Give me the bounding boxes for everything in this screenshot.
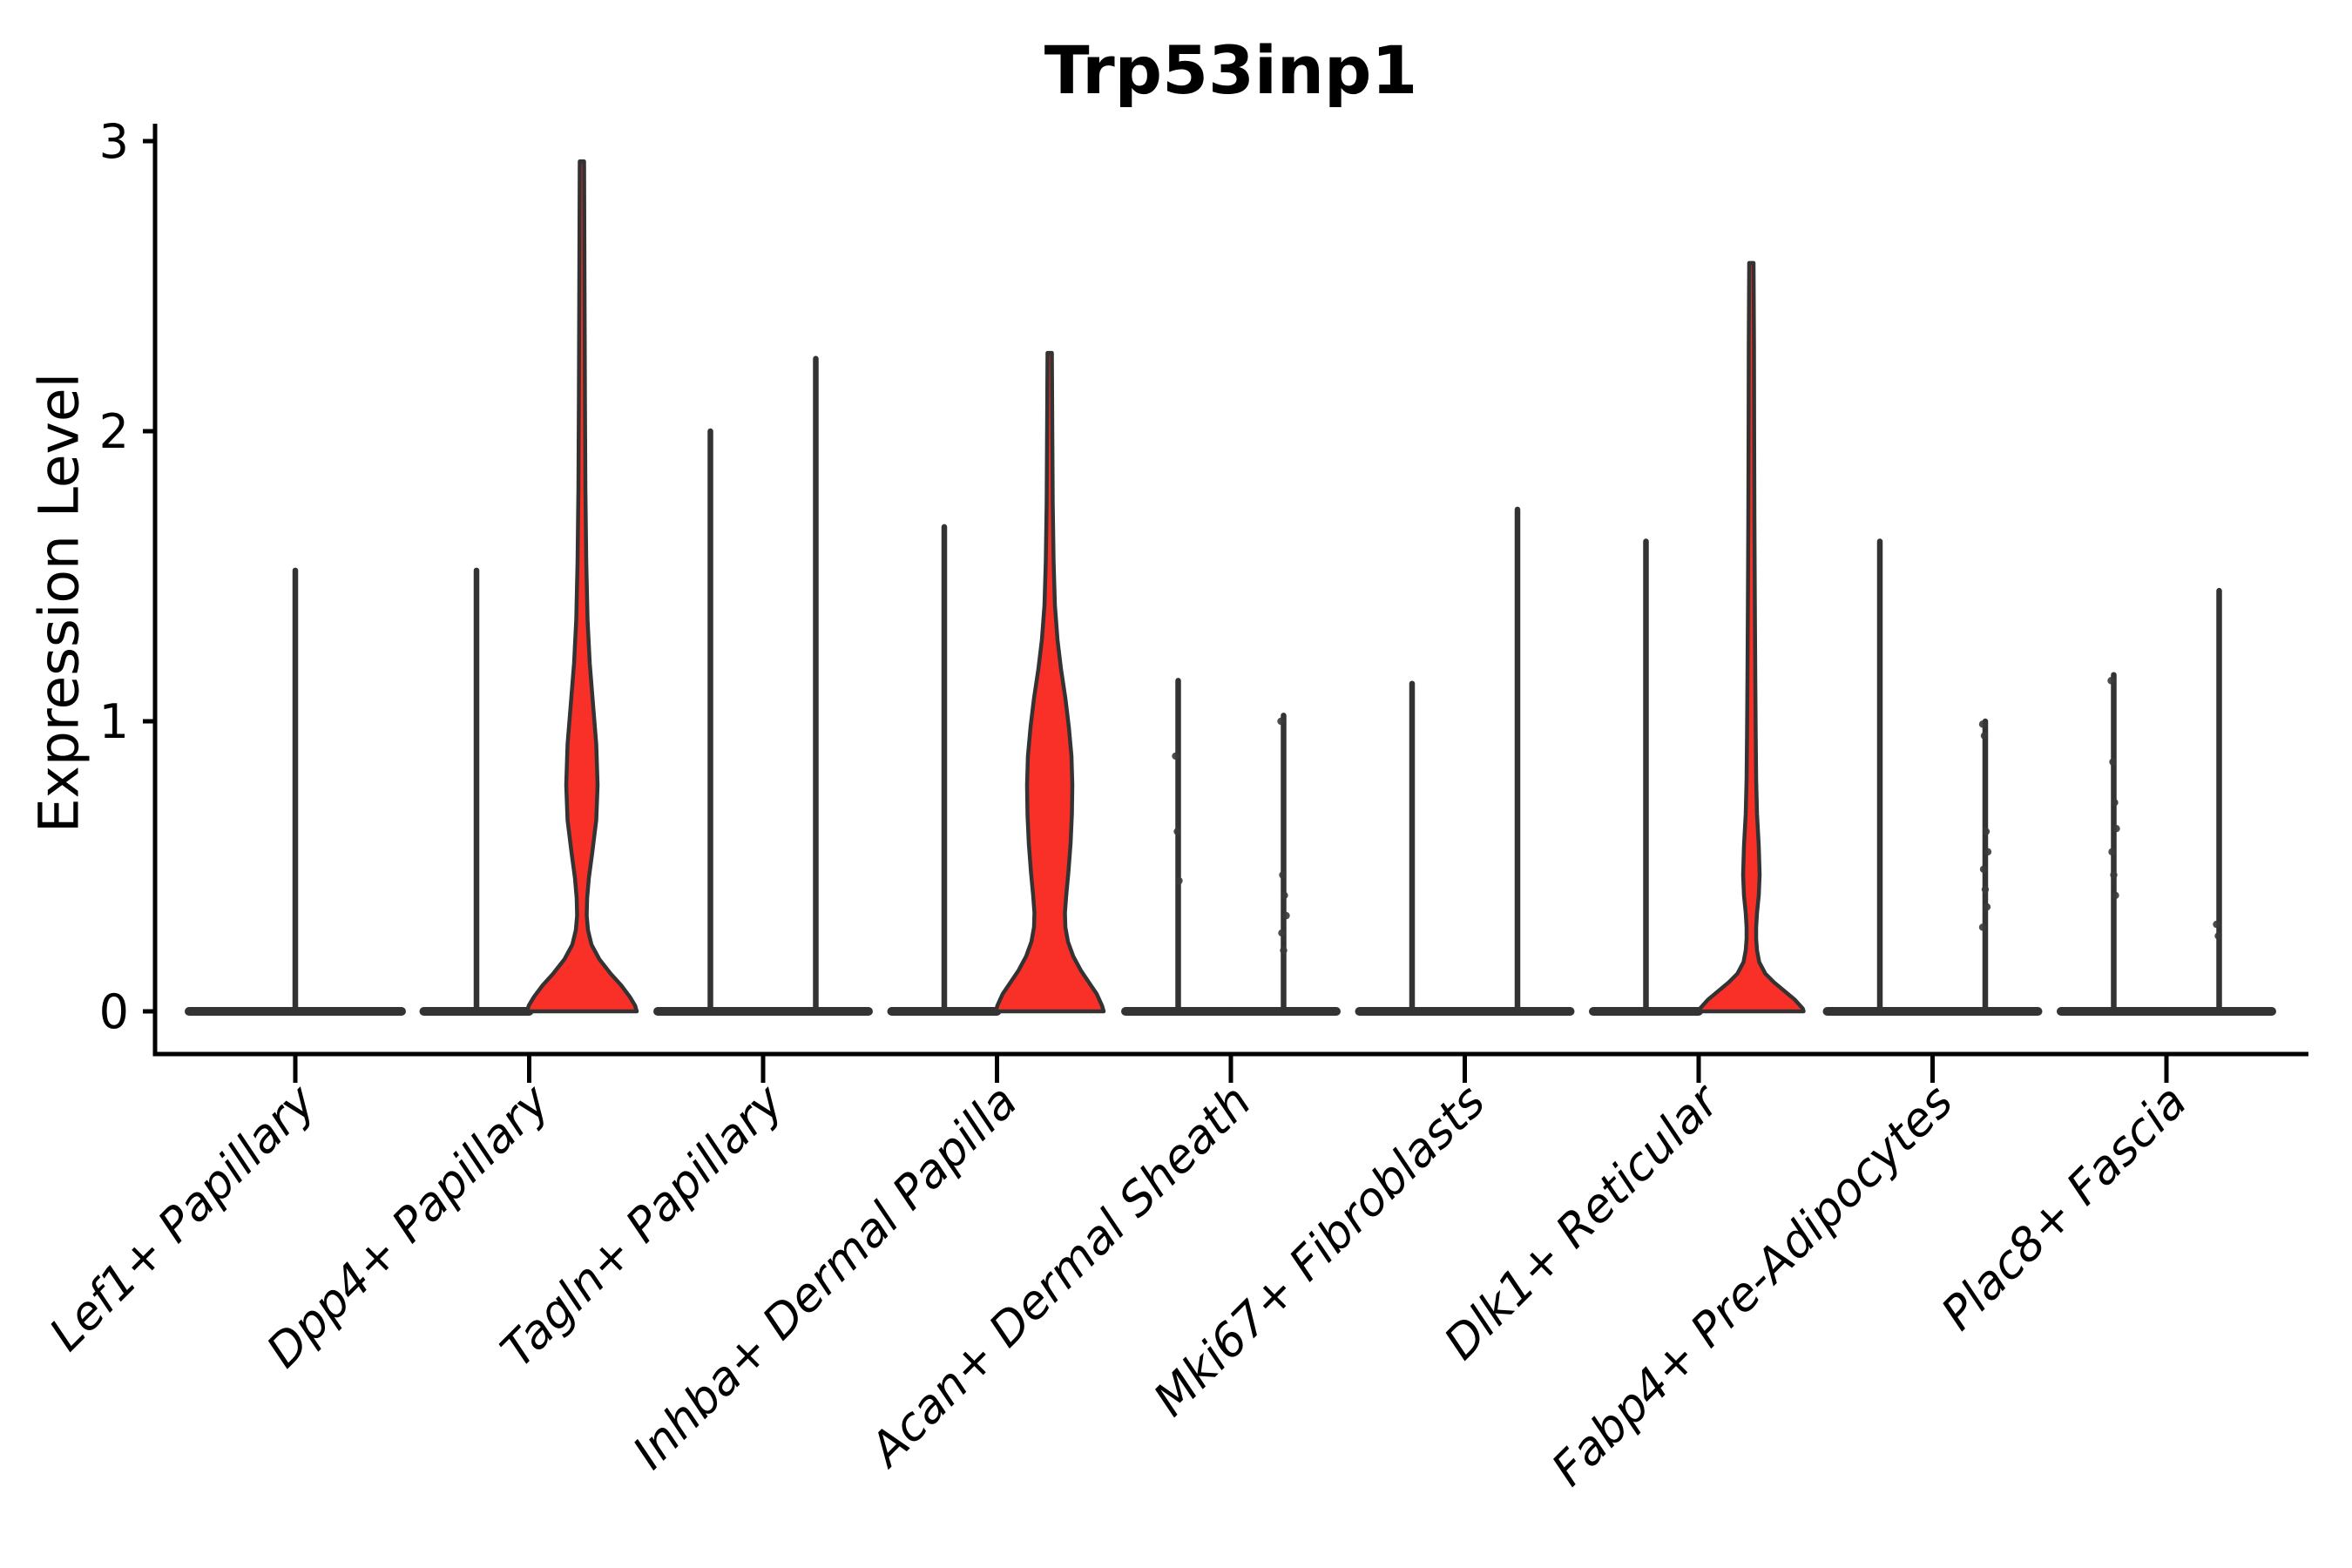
y-tick-label: 0 [99, 984, 129, 1039]
data-point [1282, 911, 1290, 920]
violin-density [993, 350, 1106, 1014]
x-tick-label: Fabp4+ Pre-Adipocytes [1542, 1075, 1963, 1497]
data-point [1280, 946, 1288, 955]
data-point [1278, 929, 1286, 937]
data-point [2112, 825, 2120, 833]
y-tick-label: 1 [99, 694, 129, 749]
x-tick-label: Plac8+ Fascia [1931, 1075, 2197, 1341]
violin-density [524, 159, 639, 1014]
data-point [2110, 871, 2118, 879]
x-tick-label: Inhba+ Dermal Papilla [623, 1075, 1027, 1479]
data-point [2213, 920, 2220, 929]
y-tick-label: 3 [99, 114, 129, 169]
data-point [2214, 932, 2222, 940]
data-point [1979, 865, 1988, 874]
data-point [1978, 923, 1987, 931]
data-point [2112, 891, 2119, 899]
data-point [1984, 848, 1992, 856]
data-point [2108, 848, 2116, 856]
data-point [1981, 885, 1990, 894]
violin-density [1697, 260, 1806, 1014]
data-point [2107, 677, 2115, 685]
data-point [1978, 720, 1987, 728]
data-point [1279, 871, 1287, 879]
data-point [1173, 828, 1181, 835]
y-tick-label: 2 [99, 404, 129, 459]
data-point [1172, 752, 1179, 760]
data-point [1980, 732, 1989, 740]
chart-title: Trp53inp1 [1044, 31, 1418, 109]
data-point [1277, 717, 1285, 726]
data-point [2111, 799, 2119, 807]
data-point [1175, 876, 1183, 885]
data-point [1982, 828, 1990, 835]
x-tick-label: Acan+ Dermal Sheath [859, 1075, 1262, 1478]
data-point [2109, 758, 2117, 766]
data-point [1281, 891, 1288, 899]
data-point [1983, 902, 1991, 911]
